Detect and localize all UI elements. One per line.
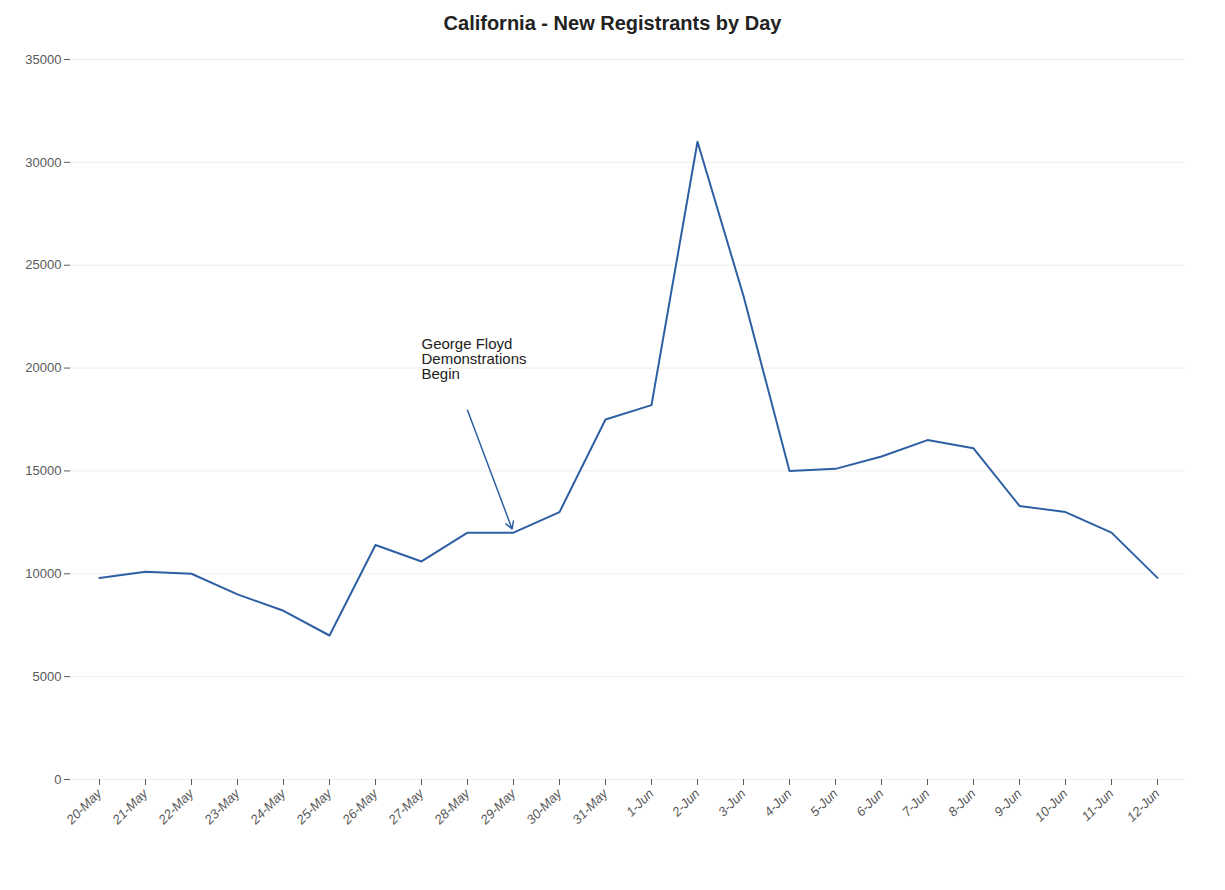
svg-text:11-Jun: 11-Jun <box>1079 786 1117 824</box>
svg-text:2-Jun: 2-Jun <box>668 786 702 820</box>
svg-text:12-Jun: 12-Jun <box>1124 786 1163 825</box>
svg-text:10000: 10000 <box>25 566 61 581</box>
svg-text:30000: 30000 <box>25 155 61 170</box>
svg-text:9-Jun: 9-Jun <box>991 786 1025 820</box>
svg-text:George FloydDemonstrationsBegi: George FloydDemonstrationsBegin <box>422 335 527 382</box>
svg-text:28-May: 28-May <box>431 785 474 828</box>
svg-text:8-Jun: 8-Jun <box>945 786 979 820</box>
svg-text:23-May: 23-May <box>201 785 244 828</box>
svg-text:5-Jun: 5-Jun <box>807 786 841 820</box>
svg-text:15000: 15000 <box>25 463 61 478</box>
svg-text:3-Jun: 3-Jun <box>715 786 749 820</box>
svg-text:24-May: 24-May <box>247 785 290 828</box>
svg-text:0: 0 <box>54 772 61 787</box>
svg-text:35000: 35000 <box>25 52 61 67</box>
svg-text:20-May: 20-May <box>63 785 106 828</box>
svg-text:30-May: 30-May <box>523 785 565 827</box>
svg-text:4-Jun: 4-Jun <box>761 786 795 820</box>
svg-text:27-May: 27-May <box>385 785 428 828</box>
html-text:California - New Registrants b: California - New Registrants by Day <box>443 12 782 34</box>
svg-text:25-May: 25-May <box>293 785 336 828</box>
svg-text:6-Jun: 6-Jun <box>853 786 887 820</box>
svg-text:29-May: 29-May <box>477 785 520 828</box>
svg-text:21-May: 21-May <box>109 785 152 828</box>
svg-text:5000: 5000 <box>33 669 62 684</box>
svg-text:26-May: 26-May <box>339 785 382 828</box>
svg-text:10-Jun: 10-Jun <box>1032 786 1071 825</box>
svg-text:31-May: 31-May <box>569 785 611 827</box>
svg-text:22-May: 22-May <box>155 785 198 828</box>
svg-text:1-Jun: 1-Jun <box>623 786 657 820</box>
svg-text:7-Jun: 7-Jun <box>899 786 933 820</box>
svg-text:20000: 20000 <box>25 360 61 375</box>
svg-text:25000: 25000 <box>25 257 61 272</box>
